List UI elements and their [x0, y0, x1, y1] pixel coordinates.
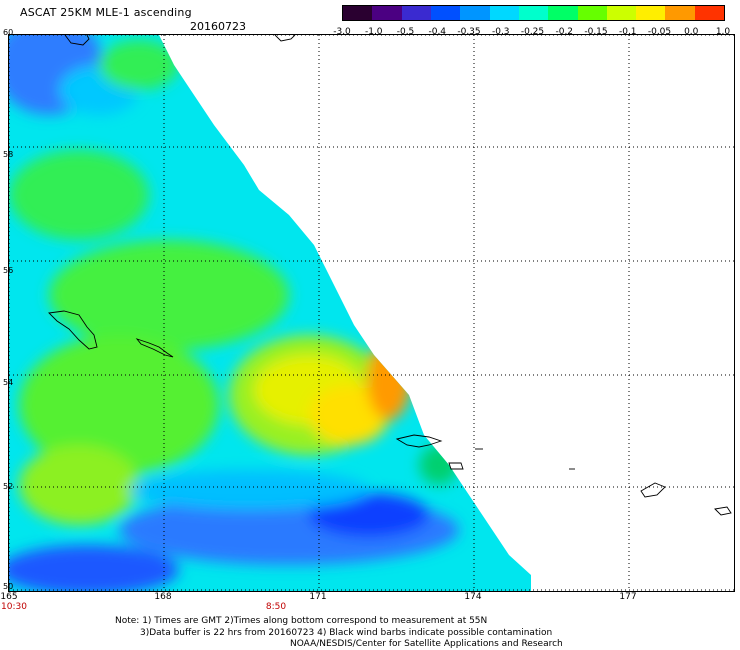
lon-label-177: 177: [619, 592, 637, 602]
lat-label-50: 50: [3, 582, 14, 591]
colorbar-tick-label: -1.0: [364, 27, 383, 37]
colorbar-segment: [694, 6, 725, 20]
lon-label-165: 165: [0, 592, 18, 602]
colorbar-tick-label: -0.3: [491, 27, 510, 37]
lat-label-60: 60: [3, 28, 14, 37]
colorbar-segment: [430, 6, 461, 20]
lon-label-171: 171: [309, 592, 327, 602]
product-title: ASCAT 25KM MLE-1 ascending: [20, 6, 192, 19]
colorbar-segment: [518, 6, 549, 20]
coastlines: [48, 35, 732, 516]
colorbar-segment: [665, 6, 695, 20]
colorbar-tick-label: -0.15: [584, 27, 608, 37]
lat-label-56: 56: [3, 266, 14, 275]
note-line-1: Note: 1) Times are GMT 2)Times along bot…: [115, 616, 488, 626]
wind-swath: [9, 35, 531, 591]
colorbar-segment: [401, 6, 431, 20]
colorbar-segment: [460, 6, 490, 20]
colorbar: [342, 5, 725, 21]
time-label-start: 10:30: [1, 602, 27, 612]
time-label-mid: 8:50: [265, 602, 287, 612]
colorbar-tick-label: 0.0: [684, 27, 699, 37]
colorbar-labels: -3.0 -1.0 -0.5 -0.4 -0.35 -0.3 -0.25 -0.2 -0.15-…: [320, 27, 730, 39]
colorbar-tick-label: -0.35: [457, 27, 481, 37]
product-date: 20160723: [190, 20, 246, 33]
colorbar-tick-label: -0.2: [555, 27, 574, 37]
colorbar-tick-label: 1.0: [715, 27, 731, 37]
note-line-3: NOAA/NESDIS/Center for Satellite Applica…: [290, 639, 563, 649]
colorbar-tick-label: -0.4: [428, 27, 447, 37]
colorbar-tick-label: -0.25: [520, 27, 545, 37]
map-plot: [8, 34, 735, 592]
colorbar-segment: [577, 6, 607, 20]
colorbar-segment: [372, 6, 402, 20]
colorbar-tick-label: -0.5: [396, 27, 415, 37]
lat-label-54: 54: [3, 378, 14, 387]
colorbar-segment: [606, 6, 637, 20]
colorbar-segment: [636, 6, 666, 20]
colorbar-segment: [489, 6, 519, 20]
lon-label-174: 174: [464, 592, 482, 602]
lon-label-168: 168: [154, 592, 172, 602]
colorbar-tick-label: -0.05: [647, 27, 672, 37]
colorbar-segment: [548, 6, 578, 20]
colorbar-tick-label: -0.1: [618, 27, 637, 37]
graticule: [9, 35, 734, 591]
lat-label-58: 58: [3, 150, 14, 159]
lat-label-52: 52: [3, 482, 14, 491]
colorbar-tick-label: -3.0: [333, 27, 351, 37]
note-line-2: 3)Data buffer is 22 hrs from 20160723 4)…: [140, 628, 553, 638]
colorbar-segment: [343, 6, 373, 20]
